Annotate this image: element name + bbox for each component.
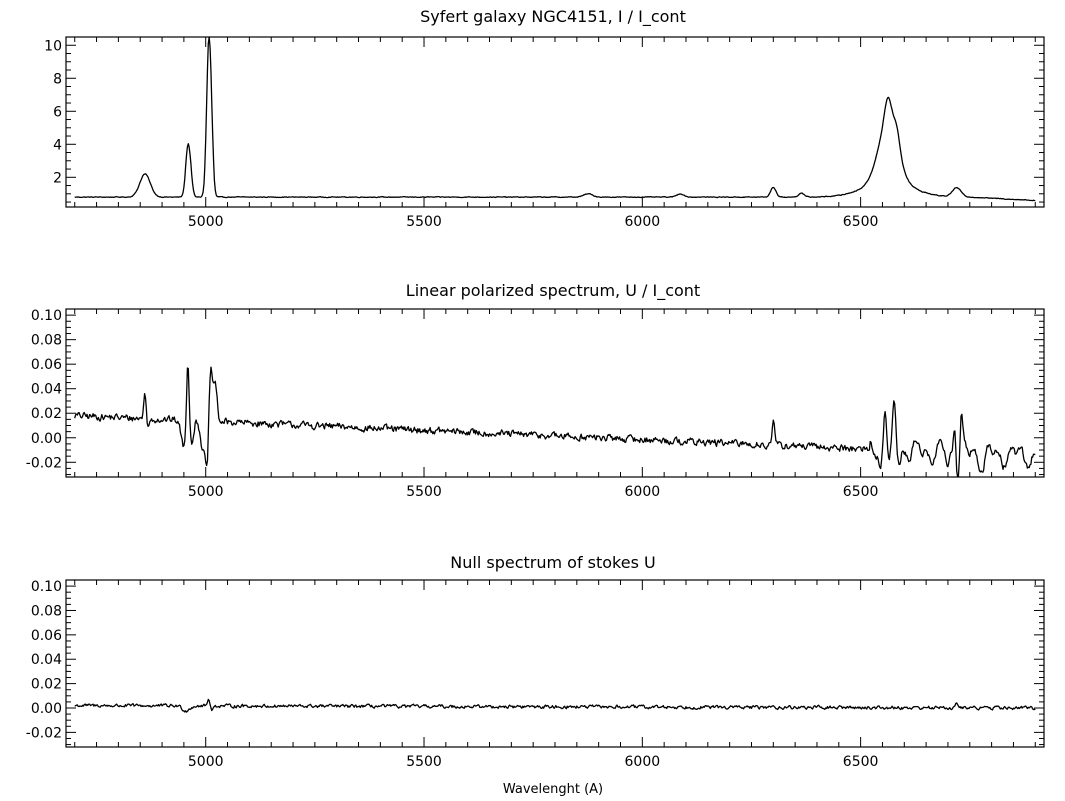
intensity-y-tick-label: 6 (53, 104, 62, 120)
intensity-panel: Syfert galaxy NGC4151, I / I_cont 5000 55… (44, 7, 1045, 230)
polarized-y-tick-label: 0.08 (31, 333, 62, 349)
polarized-trace (74, 366, 1036, 478)
intensity-y-tick-label: 4 (53, 137, 62, 153)
polarized-y-tick-label: 0.02 (31, 406, 62, 422)
polarized-y-tick-label: 0.00 (31, 431, 62, 447)
null-y-tick-label: 0.08 (31, 603, 62, 619)
polarized-x-tick-label: 6500 (843, 484, 879, 500)
null-x-tick-label: 6000 (625, 754, 661, 770)
x-axis-label: Wavelenght (A) (503, 782, 603, 797)
null-plot-frame (65, 579, 1045, 748)
null-y-tick-label: 0.02 (31, 677, 62, 693)
null-x-tick-label: 6500 (843, 754, 879, 770)
intensity-y-tick-label: 10 (44, 38, 62, 54)
polarized-x-tick-label: 5500 (406, 484, 442, 500)
polarized-x-tick-label: 5000 (188, 484, 224, 500)
polarized-panel: Linear polarized spectrum, U / I_cont 50… (26, 281, 1045, 500)
null-trace (74, 698, 1036, 713)
intensity-x-tick-label: 5500 (406, 214, 442, 230)
polarized-panel-title: Linear polarized spectrum, U / I_cont (406, 281, 700, 301)
null-y-tick-label: 0.10 (31, 579, 62, 595)
intensity-x-tick-label: 6500 (843, 214, 879, 230)
intensity-y-tick-label: 8 (53, 71, 62, 87)
polarized-plot-frame (65, 308, 1045, 478)
null-panel-title: Null spectrum of stokes U (450, 553, 655, 572)
null-panel: Null spectrum of stokes U 5000 5500 6000 65… (26, 553, 1045, 797)
null-x-tick-label: 5500 (406, 754, 442, 770)
intensity-x-tick-label: 5000 (188, 214, 224, 230)
polarized-y-tick-label: -0.02 (26, 455, 62, 471)
null-y-tick-label: 0.00 (31, 701, 62, 717)
null-x-tick-label: 5000 (188, 754, 224, 770)
intensity-x-tick-label: 6000 (625, 214, 661, 230)
null-y-tick-label: 0.06 (31, 628, 62, 644)
intensity-y-tick-label: 2 (53, 170, 62, 186)
null-y-tick-label: -0.02 (26, 725, 62, 741)
null-y-tick-label: 0.04 (31, 652, 62, 668)
intensity-panel-title: Syfert galaxy NGC4151, I / I_cont (420, 7, 686, 27)
polarized-y-tick-label: 0.04 (31, 382, 62, 398)
polarized-x-tick-label: 6000 (625, 484, 661, 500)
polarized-y-tick-label: 0.10 (31, 308, 62, 324)
polarized-y-tick-label: 0.06 (31, 357, 62, 373)
intensity-trace (74, 36, 1036, 202)
intensity-plot-frame (65, 36, 1045, 208)
